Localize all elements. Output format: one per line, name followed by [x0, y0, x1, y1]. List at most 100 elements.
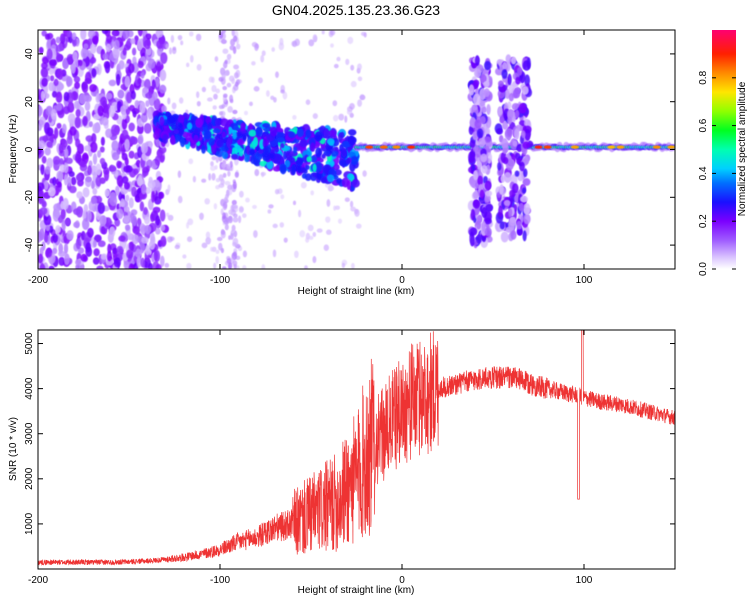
spectrogram-cell: [308, 39, 315, 47]
spectrogram-cell: [48, 68, 55, 76]
spectrogram-cell: [143, 39, 151, 50]
spectrogram-xtick-label: -100: [210, 275, 230, 286]
spectrogram-cell: [84, 101, 91, 112]
spectrogram-cell: [230, 229, 235, 237]
spectrogram-cell: [46, 48, 53, 61]
spectrogram-cell: [66, 135, 73, 145]
spectrogram-cell: [43, 232, 49, 243]
spectrogram-cell: [344, 115, 348, 123]
spectrogram-cell: [307, 224, 314, 232]
spectrogram-cell: [67, 113, 76, 124]
spectrogram-cell: [177, 195, 183, 204]
spectrogram-cell: [76, 191, 83, 199]
spectrogram-cell: [131, 186, 137, 197]
spectrogram-cell: [49, 59, 58, 67]
spectrogram-cell: [502, 147, 508, 154]
spectrogram-cell: [523, 203, 531, 215]
spectrogram-cell: [407, 145, 416, 149]
spectrogram-cell: [172, 46, 177, 51]
spectrogram-cell: [239, 206, 244, 213]
spectrogram-cell: [187, 218, 194, 226]
spectrogram-cell: [186, 62, 190, 68]
spectrogram-cell: [479, 189, 485, 200]
spectrogram-cell: [238, 138, 243, 144]
spectrogram-cell: [499, 116, 505, 124]
spectrogram-cell: [128, 150, 135, 159]
spectrogram-cell: [247, 136, 252, 145]
spectrogram-cell: [320, 176, 328, 184]
spectrogram-cell: [122, 30, 130, 40]
spectrogram-cell: [179, 137, 186, 148]
spectrogram-cell: [227, 184, 233, 191]
spectrogram-cell: [506, 109, 514, 119]
colorbar-tick-label: 0.4: [698, 166, 709, 180]
spectrogram-cell: [512, 88, 521, 99]
spectrogram-cell: [277, 137, 285, 143]
spectrogram-cell: [152, 91, 158, 101]
spectrogram-cell: [516, 144, 523, 153]
spectrogram-cell: [159, 116, 165, 126]
spectrogram-cell: [74, 81, 81, 90]
spectrogram-cell: [314, 157, 324, 164]
spectrogram-cell: [481, 220, 486, 232]
spectrogram-cell: [182, 131, 189, 138]
spectrogram-cell: [469, 227, 478, 236]
spectrogram-cell: [310, 190, 315, 196]
spectrogram-cell: [100, 253, 108, 260]
spectrogram-cell: [350, 80, 357, 88]
spectrogram-cell: [57, 214, 64, 224]
spectrogram-cell: [63, 162, 69, 174]
spectrogram-cell: [92, 187, 98, 195]
spectrogram-cell: [44, 147, 51, 156]
spectrogram-cell: [95, 175, 102, 187]
spectrogram-cell: [215, 88, 221, 94]
spectrogram-cell: [485, 190, 493, 197]
spectrogram-cell: [359, 94, 366, 101]
snr-frame: [37, 329, 676, 570]
spectrogram-cell: [89, 84, 97, 92]
spectrogram-cell: [193, 127, 200, 135]
spectrogram-cell: [87, 165, 92, 176]
spectrogram-cell: [333, 205, 337, 211]
spectrogram-cell: [280, 142, 285, 149]
spectrogram-cell: [128, 263, 135, 269]
spectrogram-cell: [111, 140, 119, 152]
spectrogram-cell: [177, 170, 182, 178]
spectrogram-cell: [154, 250, 161, 262]
spectrogram-cell: [159, 69, 167, 82]
spectrogram-cell: [38, 105, 43, 117]
spectrogram-cell: [78, 93, 87, 105]
spectrogram-cell: [505, 54, 512, 64]
spectrogram-cell: [296, 164, 302, 174]
spectrogram-cell: [507, 116, 512, 125]
spectrogram-cell: [312, 163, 317, 173]
spectrogram-cell: [483, 88, 490, 98]
spectrogram-cell: [134, 100, 140, 109]
spectrogram-cell: [106, 250, 113, 262]
spectrogram-cell: [257, 77, 263, 84]
spectrogram-cell: [97, 105, 104, 117]
spectrogram-cell: [242, 133, 247, 142]
spectrogram-cell: [105, 34, 113, 44]
spectrogram-cell: [312, 256, 317, 264]
spectrogram-cell: [523, 156, 530, 165]
spectrogram-cell: [40, 90, 46, 101]
spectrogram-cell: [233, 64, 240, 70]
spectrogram-cell: [262, 152, 271, 162]
spectrogram-cell: [141, 236, 149, 244]
spectrogram-cell: [78, 59, 83, 67]
spectrogram-cell: [91, 197, 98, 204]
spectrogram-cell: [212, 128, 221, 134]
spectrogram-cell: [210, 246, 214, 252]
spectrogram-cell: [293, 146, 298, 154]
spectrogram-cell: [77, 179, 84, 187]
colorbar-tick-label: 0.0: [698, 262, 709, 276]
spectrogram-cell: [109, 195, 118, 207]
spectrogram-cell: [85, 176, 92, 183]
spectrogram-cell: [350, 64, 355, 71]
spectrogram-cell: [472, 93, 481, 106]
spectrogram-cell: [362, 170, 367, 177]
spectrogram-cell: [65, 157, 73, 165]
spectrogram-cell: [89, 141, 98, 153]
spectrogram-cell: [111, 30, 120, 37]
